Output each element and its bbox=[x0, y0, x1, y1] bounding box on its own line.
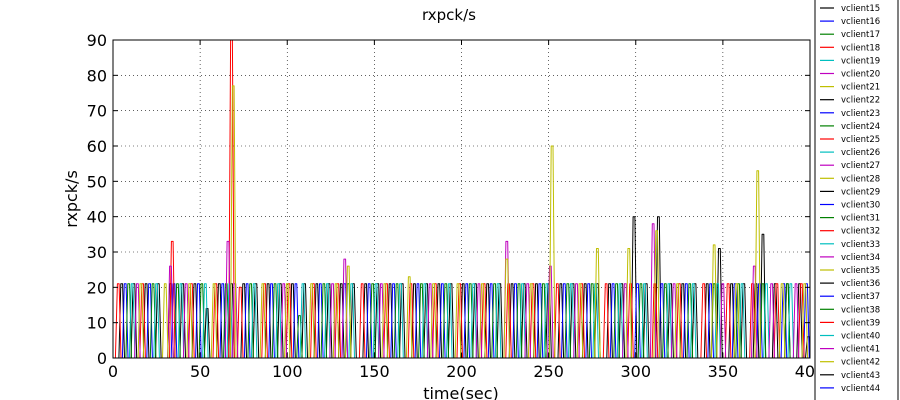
legend-item: vclient41 bbox=[820, 345, 880, 355]
legend-label: vclient39 bbox=[841, 318, 880, 328]
legend-item: vclient38 bbox=[820, 305, 880, 315]
legend-item: vclient22 bbox=[820, 96, 880, 106]
y-tick-label: 10 bbox=[87, 314, 107, 333]
legend-item: vclient43 bbox=[820, 371, 880, 381]
legend-label: vclient42 bbox=[841, 358, 880, 368]
x-tick-label: 150 bbox=[359, 362, 390, 381]
legend-label: vclient40 bbox=[841, 332, 880, 342]
legend-item: vclient29 bbox=[820, 187, 880, 197]
x-tick-label: 350 bbox=[708, 362, 739, 381]
y-tick-label: 60 bbox=[87, 137, 107, 156]
series-line-vclient21 bbox=[113, 85, 810, 358]
x-tick-label: 300 bbox=[620, 362, 651, 381]
y-tick-label: 40 bbox=[87, 208, 107, 227]
legend-item: vclient19 bbox=[820, 56, 880, 66]
legend-label: vclient22 bbox=[841, 96, 880, 106]
x-tick-label: 50 bbox=[190, 362, 210, 381]
legend-item: vclient33 bbox=[820, 240, 880, 250]
y-tick-label: 70 bbox=[87, 102, 107, 121]
y-tick-label: 30 bbox=[87, 243, 107, 262]
series-line-vclient20 bbox=[113, 223, 810, 358]
series-line-vclient19 bbox=[113, 283, 810, 358]
legend-label: vclient15 bbox=[841, 4, 880, 14]
legend-label: vclient20 bbox=[841, 70, 880, 80]
legend-item: vclient28 bbox=[820, 174, 880, 184]
legend-item: vclient21 bbox=[820, 83, 880, 93]
x-tick-label: 0 bbox=[108, 362, 118, 381]
legend-item: vclient40 bbox=[820, 332, 880, 342]
legend-label: vclient17 bbox=[841, 30, 880, 40]
legend-item: vclient37 bbox=[820, 292, 880, 302]
legend-label: vclient28 bbox=[841, 174, 880, 184]
legend-label: vclient19 bbox=[841, 56, 880, 66]
legend-item: vclient20 bbox=[820, 70, 880, 80]
legend-label: vclient43 bbox=[841, 371, 880, 381]
legend-item: vclient39 bbox=[820, 318, 880, 328]
y-tick-label: 0 bbox=[97, 349, 107, 368]
y-tick-label: 50 bbox=[87, 172, 107, 191]
legend-label: vclient35 bbox=[841, 266, 880, 276]
legend-label: vclient26 bbox=[841, 148, 880, 158]
legend-item: vclient24 bbox=[820, 122, 880, 132]
legend-label: vclient21 bbox=[841, 83, 880, 93]
legend-label: vclient32 bbox=[841, 227, 880, 237]
legend-item: vclient17 bbox=[820, 30, 880, 40]
legend-item: vclient26 bbox=[820, 148, 880, 158]
legend-label: vclient33 bbox=[841, 240, 880, 250]
legend-label: vclient30 bbox=[841, 201, 880, 211]
x-tick-label: 100 bbox=[272, 362, 303, 381]
legend-item: vclient23 bbox=[820, 109, 880, 119]
legend-label: vclient25 bbox=[841, 135, 880, 145]
y-axis-ticks: 0 10 20 30 40 50 60 70 80 90 bbox=[87, 31, 810, 368]
series-lines bbox=[113, 39, 810, 358]
legend-item: vclient30 bbox=[820, 201, 880, 211]
y-axis-title: rxpck/s bbox=[62, 170, 81, 228]
series-line-vclient15 bbox=[113, 216, 810, 358]
legend-item: vclient44 bbox=[820, 384, 880, 394]
legend-item: vclient27 bbox=[820, 161, 880, 171]
legend-label: vclient23 bbox=[841, 109, 880, 119]
x-tick-label: 200 bbox=[446, 362, 477, 381]
legend-item: vclient35 bbox=[820, 266, 880, 276]
legend-label: vclient31 bbox=[841, 214, 880, 224]
y-tick-label: 90 bbox=[87, 31, 107, 50]
legend-label: vclient27 bbox=[841, 161, 880, 171]
legend-label: vclient34 bbox=[841, 253, 880, 263]
legend-item: vclient25 bbox=[820, 135, 880, 145]
legend-label: vclient41 bbox=[841, 345, 880, 355]
legend: vclient15 vclient16 vclient17 vclient18 vcli… bbox=[814, 0, 899, 400]
legend-label: vclient44 bbox=[841, 384, 880, 394]
y-tick-label: 80 bbox=[87, 66, 107, 85]
legend-item: vclient42 bbox=[820, 358, 880, 368]
x-tick-label: 250 bbox=[533, 362, 564, 381]
x-axis-ticks: 0 50 100 150 200 250 300 350 400 bbox=[108, 40, 825, 381]
legend-label: vclient29 bbox=[841, 187, 880, 197]
series-line-vclient18 bbox=[113, 39, 810, 358]
legend-label: vclient16 bbox=[841, 17, 880, 27]
legend-item: vclient16 bbox=[820, 17, 880, 27]
legend-item: vclient18 bbox=[820, 43, 880, 53]
legend-item: vclient36 bbox=[820, 279, 880, 289]
legend-item: vclient15 bbox=[820, 4, 880, 14]
legend-label: vclient18 bbox=[841, 43, 880, 53]
x-axis-title: time(sec) bbox=[423, 384, 499, 400]
legend-item: vclient31 bbox=[820, 214, 880, 224]
legend-item: vclient34 bbox=[820, 253, 880, 263]
legend-label: vclient38 bbox=[841, 305, 880, 315]
legend-label: vclient36 bbox=[841, 279, 880, 289]
legend-box bbox=[814, 0, 899, 400]
legend-label: vclient24 bbox=[841, 122, 880, 132]
y-tick-label: 20 bbox=[87, 278, 107, 297]
legend-item: vclient32 bbox=[820, 227, 880, 237]
chart-title: rxpck/s bbox=[422, 6, 476, 24]
legend-label: vclient37 bbox=[841, 292, 880, 302]
